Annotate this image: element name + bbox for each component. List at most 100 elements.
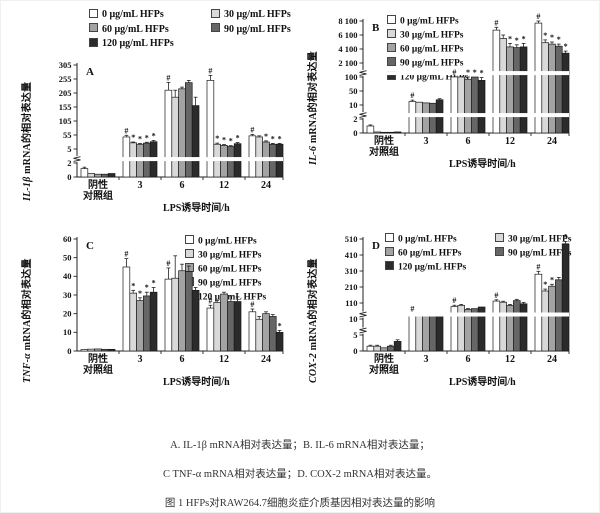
legend-label: 30 μg/mL HFPs <box>508 234 572 245</box>
y-tick-label: 2 <box>353 114 357 124</box>
y-axis-label-text: mRNA的相对表达量 <box>308 258 319 354</box>
legend-label: 90 μg/mL HFPs <box>508 248 572 259</box>
x-axis-title: LPS诱导时间/h <box>449 375 516 388</box>
legend-label: 60 μg/mL HFPs <box>400 44 464 55</box>
legend-label: 120 μg/mL HFPs <box>102 38 174 49</box>
x-tick-label: 阴性 <box>374 352 394 365</box>
significance-mark: * <box>222 136 226 145</box>
significance-mark: # <box>452 68 456 77</box>
significance-mark: * <box>278 134 282 143</box>
x-tick-label: 6 <box>180 180 185 191</box>
significance-mark: * <box>138 134 142 143</box>
x-tick-label: 对照组 <box>369 363 399 376</box>
y-tick-label: 5 <box>67 144 71 154</box>
panel-letter: D <box>372 240 380 252</box>
x-tick-label: 12 <box>505 354 515 365</box>
x-tick-label: 6 <box>466 136 471 147</box>
y-tick-label: 410 <box>345 250 358 260</box>
gene-name: IL-1β <box>22 176 33 201</box>
y-tick-label: 60 <box>63 234 72 244</box>
legend-swatch-icon <box>385 247 394 256</box>
legend: 0 μg/mL HFPs 30 μg/mL HFPs 60 μg/mL HFPs 90… <box>89 8 291 52</box>
x-tick-label: 3 <box>138 354 143 365</box>
y-tick-label: 510 <box>345 234 358 244</box>
significance-mark: * <box>152 279 156 288</box>
significance-mark: * <box>215 134 219 143</box>
legend-item: 30 μg/mL HFPs <box>185 249 266 263</box>
legend-swatch-icon <box>385 233 394 242</box>
y-axis-label: COX-2 mRNA的相对表达量 <box>304 258 319 383</box>
legend-label: 90 μg/mL HFPs <box>198 278 262 289</box>
panel-letter: C <box>86 240 94 252</box>
chart-panel-a: IL-1β mRNA的相对表达量 0 μg/mL HFPs 30 μg/mL HFP… <box>15 7 301 225</box>
legend-item: 60 μg/mL HFPs <box>89 23 207 38</box>
significance-mark: # <box>452 296 456 305</box>
significance-mark: # <box>250 125 254 134</box>
legend-swatch-icon <box>387 57 396 66</box>
significance-mark: * <box>131 281 135 290</box>
y-axis-label: IL-1β mRNA的相对表达量 <box>18 82 33 201</box>
legend-item: 60 μg/mL HFPs <box>385 247 491 261</box>
legend-label: 30 μg/mL HFPs <box>400 30 464 41</box>
significance-mark: * <box>515 36 519 45</box>
legend-swatch-icon <box>495 233 504 242</box>
legend-item: 30 μg/mL HFPs <box>495 233 571 247</box>
y-tick-label: 20 <box>63 308 72 318</box>
panel-letter: A <box>86 66 94 78</box>
legend-swatch-icon <box>89 23 98 32</box>
significance-mark: # <box>208 66 212 75</box>
significance-mark: * <box>271 134 275 143</box>
significance-mark: # <box>124 250 128 259</box>
legend-swatch-icon <box>385 261 394 270</box>
caption-line-2: C TNF-α mRNA相对表达量；D. COX-2 mRNA相对表达量。 <box>163 469 437 480</box>
significance-mark: # <box>536 262 540 271</box>
x-tick-label: 3 <box>138 180 143 191</box>
legend-swatch-icon <box>185 249 194 258</box>
significance-mark: # <box>208 296 212 305</box>
significance-mark: * <box>466 68 470 77</box>
legend-swatch-icon <box>185 235 194 244</box>
significance-mark: * <box>550 275 554 284</box>
significance-mark: # <box>166 73 170 82</box>
y-tick-label: 40 <box>63 271 72 281</box>
significance-mark: * <box>145 283 149 292</box>
axis-break-icon <box>359 327 367 334</box>
significance-mark: * <box>480 69 484 78</box>
legend-item: 90 μg/mL HFPs <box>211 23 291 38</box>
x-axis-title: LPS诱导时间/h <box>163 375 230 388</box>
legend-label: 60 μg/mL HFPs <box>102 23 169 35</box>
legend-label: 0 μg/mL HFPs <box>400 16 459 27</box>
x-tick-label: 24 <box>261 180 271 191</box>
y-axis-label-text: mRNA的相对表达量 <box>22 81 33 177</box>
significance-mark: * <box>278 321 282 330</box>
x-tick-label: 3 <box>424 136 429 147</box>
y-axis-label: TNF-α mRNA的相对表达量 <box>18 258 33 383</box>
significance-mark: # <box>494 18 498 27</box>
x-axis-title: LPS诱导时间/h <box>449 157 516 170</box>
legend-item: 60 μg/mL HFPs <box>387 43 468 57</box>
significance-mark: * <box>543 31 547 40</box>
y-tick-label: 10 <box>349 100 358 110</box>
y-tick-label: 0 <box>353 128 357 138</box>
x-tick-label: 阴性 <box>88 178 108 191</box>
significance-mark: * <box>550 33 554 42</box>
y-tick-label: 105 <box>59 116 72 126</box>
x-tick-label: 对照组 <box>83 189 113 202</box>
legend-item: 0 μg/mL HFPs <box>185 235 266 249</box>
y-tick-label: 5 <box>353 330 357 340</box>
y-tick-label: 310 <box>345 266 358 276</box>
gene-name: IL-6 <box>308 145 319 165</box>
legend-label: 60 μg/mL HFPs <box>398 248 462 259</box>
legend-label: 0 μg/mL HFPs <box>198 236 257 247</box>
legend: 0 μg/mL HFPs 30 μg/mL HFPs 60 μg/mL HFPs 90… <box>385 233 571 275</box>
significance-mark: # <box>250 300 254 309</box>
y-tick-label: 2 <box>67 158 71 168</box>
y-tick-label: 210 <box>345 282 358 292</box>
chart-panel-b: IL-6 mRNA的相对表达量 0 μg/mL HFPs 30 μg/mL HFPs… <box>301 7 597 225</box>
legend-item: 120 μg/mL HFPs <box>385 261 491 275</box>
significance-mark: * <box>131 133 135 142</box>
